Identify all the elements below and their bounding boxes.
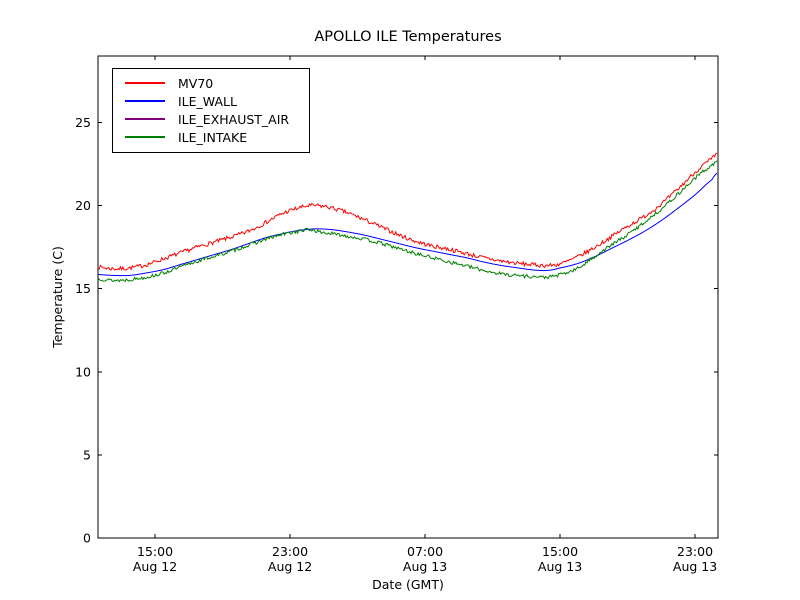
- x-tick-label-time: 23:00: [677, 544, 713, 559]
- y-tick-label: 20: [75, 198, 91, 213]
- series-line-ile_intake: [97, 160, 718, 283]
- legend-entry-ile_intake: ILE_INTAKE: [125, 128, 299, 146]
- legend-label: MV70: [178, 75, 214, 91]
- x-axis-label: Date (GMT): [372, 577, 444, 592]
- x-tick-label-date: Aug 12: [268, 559, 312, 574]
- legend-line-swatch: [125, 100, 165, 102]
- series-line-ile_wall: [97, 172, 718, 277]
- legend-line-swatch: [125, 136, 165, 138]
- x-tick-label-date: Aug 13: [673, 559, 717, 574]
- x-tick-label-time: 07:00: [407, 544, 443, 559]
- legend-entry-ile_exhaust_air: ILE_EXHAUST_AIR: [125, 110, 299, 128]
- x-tick-label-time: 15:00: [542, 544, 578, 559]
- x-tick-label-date: Aug 13: [403, 559, 447, 574]
- plot-frame: [97, 55, 719, 539]
- y-tick-label: 25: [75, 115, 91, 130]
- legend-entry-ile_wall: ILE_WALL: [125, 92, 299, 110]
- y-tick-label: 15: [75, 281, 91, 296]
- y-tick-label: 10: [75, 364, 91, 379]
- series-layer: [97, 152, 718, 539]
- x-tick-label-time: 15:00: [137, 544, 173, 559]
- legend-line-swatch: [125, 118, 165, 120]
- legend-line-swatch: [125, 82, 165, 84]
- ticks-layer: [98, 56, 718, 539]
- series-line-mv70: [97, 152, 718, 271]
- legend-entry-mv70: MV70: [125, 74, 299, 92]
- legend: MV70 ILE_WALL ILE_EXHAUST_AIR ILE_INTAKE: [112, 68, 310, 153]
- legend-label: ILE_WALL: [178, 93, 237, 109]
- chart-title: APOLLO ILE Temperatures: [314, 29, 501, 45]
- y-tick-label: 0: [83, 531, 91, 546]
- y-axis-label: Temperature (C): [50, 246, 65, 349]
- x-tick-label-time: 23:00: [272, 544, 308, 559]
- legend-label: ILE_INTAKE: [178, 129, 248, 145]
- legend-label: ILE_EXHAUST_AIR: [178, 111, 290, 127]
- x-tick-label-date: Aug 12: [133, 559, 177, 574]
- x-tick-label-date: Aug 13: [538, 559, 582, 574]
- y-tick-label: 5: [83, 447, 91, 462]
